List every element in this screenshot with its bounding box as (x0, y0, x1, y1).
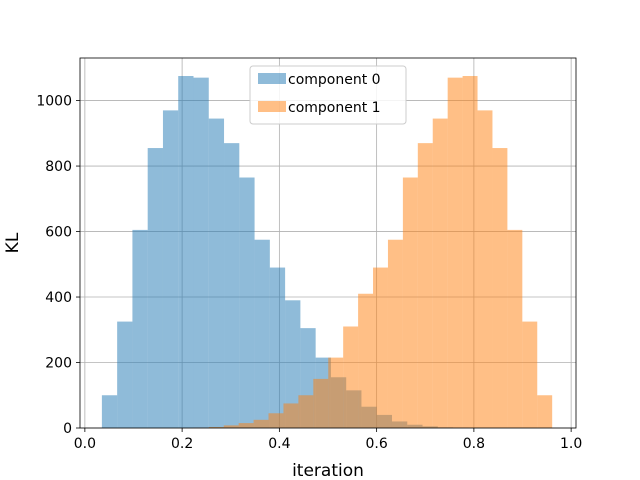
legend-label-component-0: component 0 (288, 72, 381, 88)
histogram-bar-component-1 (537, 395, 553, 428)
histogram-bar-component-1 (447, 77, 463, 428)
y-tick-label: 1000 (36, 94, 72, 110)
histogram-bar-component-1 (522, 321, 538, 428)
y-tick-label: 400 (45, 290, 72, 306)
histogram-bar-component-1 (387, 239, 403, 428)
histogram-bar-component-0 (269, 267, 286, 428)
y-tick-label: 0 (63, 421, 72, 437)
y-tick-label: 800 (45, 159, 72, 175)
histogram-bar-component-1 (328, 357, 344, 428)
y-axis-label: KL (3, 232, 23, 253)
histogram-bar-component-1 (298, 395, 314, 428)
histogram-bar-component-1 (268, 413, 284, 428)
legend-box (249, 65, 407, 125)
histogram-bar-component-1 (432, 118, 448, 428)
x-tick-label: 0.6 (365, 436, 387, 452)
histogram-bar-component-1 (507, 229, 523, 428)
histogram-bar-component-1 (358, 293, 374, 428)
histogram-bar-component-1 (402, 177, 418, 428)
axis-ticks: 0.0 0.2 0.4 0.6 0.8 1.0 0 200 400 600 800 1000 (36, 94, 582, 452)
histogram-bars (101, 76, 553, 429)
histogram-bar-component-1 (313, 378, 329, 428)
histogram-bar-component-0 (193, 77, 209, 428)
histogram-bar-component-0 (132, 229, 148, 428)
x-tick-label: 0.0 (74, 436, 96, 452)
histogram-bar-component-0 (162, 110, 179, 429)
histogram-bar-component-1 (417, 143, 433, 428)
legend-swatch-component-1 (258, 101, 286, 112)
x-axis-label: iteration (292, 461, 364, 480)
histogram-bar-component-0 (224, 143, 240, 428)
histogram-bar-component-0 (178, 76, 194, 428)
histogram-bar-component-0 (285, 300, 301, 428)
histogram-bar-component-0 (254, 239, 270, 428)
histogram-bar-component-0 (208, 118, 225, 428)
histogram-bar-component-1 (477, 110, 493, 429)
x-tick-label: 0.4 (268, 436, 290, 452)
histogram-bar-component-1 (492, 148, 508, 428)
histogram-bar-component-1 (343, 326, 359, 428)
legend: component 0 component 1 (249, 65, 407, 125)
histogram-bar-component-1 (208, 427, 224, 428)
histogram-bar-component-0 (147, 148, 163, 428)
histogram-bar-component-0 (101, 395, 118, 428)
x-tick-label: 1.0 (560, 436, 582, 452)
x-tick-label: 0.8 (463, 436, 485, 452)
histogram-bar-component-0 (117, 321, 133, 428)
histogram-bar-component-1 (283, 403, 299, 428)
legend-label-component-1: component 1 (288, 100, 381, 116)
histogram-bar-component-1 (373, 267, 388, 428)
histogram-bar-component-0 (239, 177, 255, 428)
y-tick-label: 600 (45, 225, 72, 241)
histogram-bar-component-1 (253, 419, 269, 428)
x-tick-label: 0.2 (171, 436, 193, 452)
legend-swatch-component-0 (258, 73, 286, 84)
histogram-bar-component-1 (462, 76, 478, 428)
histogram-bar-component-1 (238, 423, 254, 428)
histogram-bar-component-1 (223, 425, 239, 428)
plot-frame (79, 57, 577, 429)
y-tick-label: 200 (45, 356, 72, 372)
